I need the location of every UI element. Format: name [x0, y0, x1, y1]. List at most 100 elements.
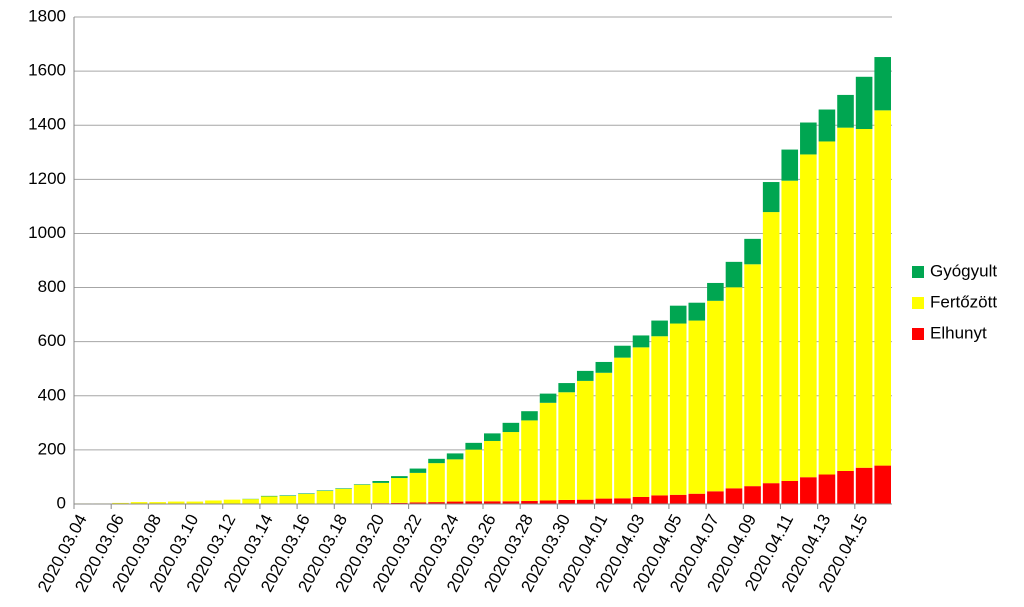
bar-segment	[614, 498, 631, 504]
bar-segment	[428, 458, 445, 464]
bar-segment	[818, 141, 836, 475]
legend-label: Elhunyt	[930, 323, 987, 342]
bar-segment	[167, 501, 185, 504]
bar-segment	[632, 496, 650, 504]
bar-segment	[855, 76, 873, 130]
bar-segment	[707, 491, 724, 504]
bar-segment	[409, 468, 427, 473]
bar-segment	[223, 499, 241, 504]
bar-segment	[855, 129, 873, 468]
y-tick-label: 0	[57, 493, 66, 512]
y-tick-label: 600	[38, 331, 66, 350]
legend-swatch	[912, 266, 924, 278]
bar-segment	[855, 467, 873, 504]
bar-segment	[781, 180, 799, 482]
bar-segment	[316, 491, 334, 504]
bar-segment	[353, 484, 371, 504]
bar-segment	[446, 453, 464, 460]
bar-segment	[112, 502, 129, 504]
bar-segment	[539, 402, 557, 501]
bar-segment	[725, 287, 743, 489]
bar-segment	[688, 302, 706, 321]
bar-segment	[465, 442, 482, 450]
y-tick-label: 200	[38, 439, 66, 458]
y-tick-label: 1200	[28, 169, 66, 188]
bar-segment	[539, 500, 557, 504]
bar-segment	[725, 488, 743, 504]
y-tick-label: 400	[38, 385, 66, 404]
bar-segment	[279, 495, 297, 496]
bar-segment	[744, 238, 761, 265]
bar-segment	[632, 347, 650, 497]
bar-segment	[502, 501, 520, 504]
bar-segment	[576, 380, 594, 500]
bar-segment	[874, 110, 891, 466]
bar-segment	[465, 501, 482, 504]
bar-segment	[186, 501, 204, 504]
bar-segment	[707, 282, 724, 301]
bar-segment	[725, 261, 743, 288]
bar-segment	[409, 472, 427, 503]
bar-segment	[465, 449, 482, 502]
bar-segment	[669, 323, 687, 495]
bar-segment	[744, 264, 761, 487]
bar-segment	[595, 498, 613, 504]
bar-segment	[502, 422, 520, 433]
bar-segment	[837, 470, 854, 504]
bar-segment	[781, 481, 799, 504]
bar-segment	[837, 127, 854, 471]
bar-segment	[614, 345, 631, 358]
bar-segment	[595, 372, 613, 499]
bar-segment	[149, 502, 166, 504]
bar-segment	[632, 335, 650, 348]
bar-segment	[669, 305, 687, 324]
bar-segment	[260, 496, 278, 504]
bar-segment	[428, 502, 445, 504]
bar-segment	[372, 482, 390, 504]
bar-segment	[651, 495, 668, 504]
bar-segment	[762, 483, 780, 504]
bar-segment	[558, 499, 575, 504]
bar-segment	[502, 432, 520, 502]
bar-segment	[539, 393, 557, 403]
bar-segment	[205, 500, 222, 504]
bar-segment	[558, 392, 575, 500]
bar-segment	[409, 502, 427, 504]
bar-segment	[279, 495, 297, 504]
bar-segment	[260, 495, 278, 497]
bar-segment	[391, 478, 408, 503]
bar-segment	[837, 94, 854, 128]
y-tick-label: 1600	[28, 61, 66, 80]
bar-segment	[614, 357, 631, 499]
bar-segment	[372, 481, 390, 483]
bar-segment	[576, 370, 594, 381]
bar-segment	[298, 493, 315, 494]
bar-segment	[391, 502, 408, 504]
bar-segment	[762, 212, 780, 484]
bar-segment	[744, 486, 761, 504]
y-tick-label: 1800	[28, 6, 66, 25]
bar-segment	[595, 361, 613, 373]
bar-segment	[818, 109, 836, 142]
bar-segment	[298, 493, 315, 504]
bar-segment	[316, 490, 334, 492]
bar-segment	[391, 476, 408, 479]
legend-label: Fertőzött	[930, 292, 997, 311]
legend-swatch	[912, 297, 924, 309]
y-tick-label: 1400	[28, 115, 66, 134]
bar-segment	[484, 440, 501, 502]
bar-segment	[818, 474, 836, 504]
bar-segment	[688, 320, 706, 494]
bar-segment	[800, 154, 817, 478]
bar-segment	[521, 420, 538, 502]
legend-swatch	[912, 328, 924, 340]
y-tick-label: 800	[38, 277, 66, 296]
bar-segment	[484, 501, 501, 504]
bar-segment	[130, 502, 148, 504]
bar-segment	[874, 57, 891, 111]
bar-segment	[558, 383, 575, 393]
bar-segment	[521, 501, 538, 504]
bar-segment	[800, 477, 817, 504]
legend-label: Gyógyult	[930, 261, 997, 280]
